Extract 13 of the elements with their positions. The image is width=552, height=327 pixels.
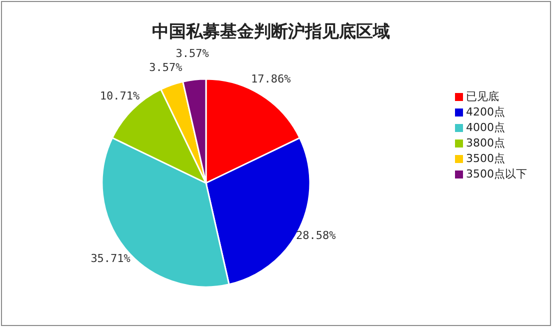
- data-label: 10.71%: [100, 90, 140, 103]
- legend-label: 3800点: [466, 136, 505, 150]
- data-label: 28.58%: [296, 228, 336, 242]
- data-label: 35.71%: [90, 252, 131, 266]
- legend-label: 已见底: [466, 90, 499, 104]
- legend-label: 3500点以下: [466, 168, 527, 181]
- chart-title: 中国私募基金判断沪指见底区域: [152, 22, 390, 42]
- legend-label: 4200点: [466, 106, 505, 119]
- legend-label: 3500点: [466, 152, 505, 166]
- data-label: 3.57%: [149, 60, 183, 74]
- legend-label: 4000点: [466, 121, 505, 134]
- data-label: 3.57%: [176, 46, 210, 60]
- data-label: 17.86%: [251, 72, 292, 86]
